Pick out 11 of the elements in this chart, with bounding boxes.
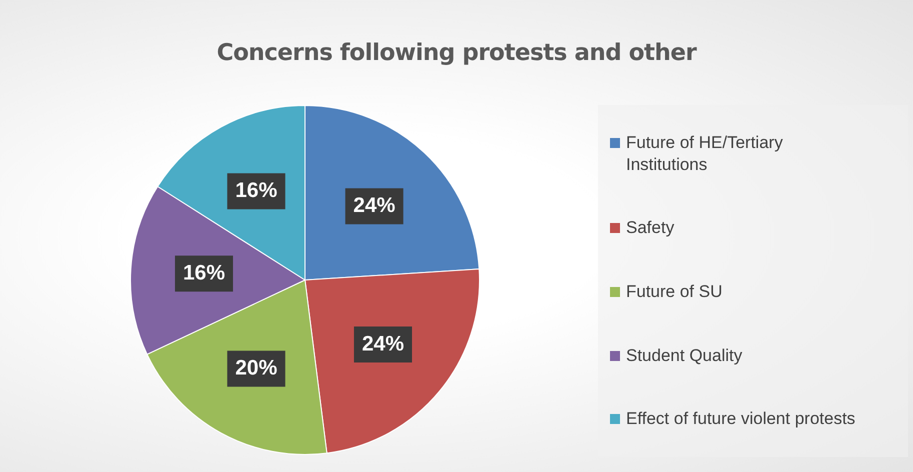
legend-label: Effect of future violent protests [626,408,856,430]
data-label: 16% [182,261,226,284]
data-label: 20% [235,356,278,380]
legend-label: Safety [626,217,674,240]
chart-title: Concerns following protests and other [216,40,698,66]
legend-label: Future of HE/Tertiary Institutions [626,132,784,176]
legend-label: Student Quality [626,344,742,367]
data-label: 24% [353,194,396,218]
data-label: 16% [235,179,278,202]
data-label: 24% [362,332,404,356]
legend-label: Future of SU [626,280,722,303]
